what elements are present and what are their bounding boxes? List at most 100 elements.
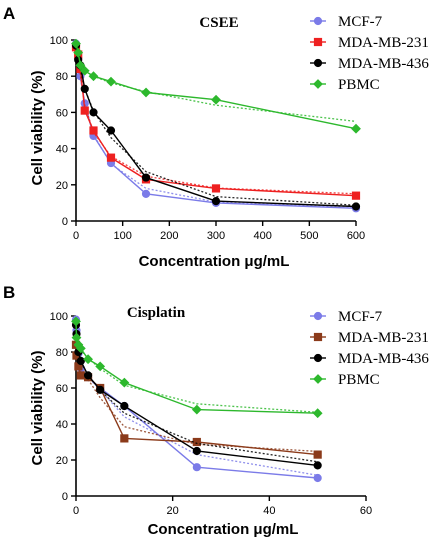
panel-b-point-mda-mb-436	[83, 371, 93, 380]
panel-a-x-tick-label: 400	[253, 230, 271, 242]
panel-a-point-pbmc	[79, 65, 90, 76]
panel-a-y-tick-label: 20	[56, 180, 68, 192]
panel-b-point-mda-mb-436	[96, 385, 105, 394]
panel-a-y-tick-label: 80	[56, 71, 68, 83]
panel-b-y-tick-label: 60	[56, 383, 68, 395]
panel-a-legend-marker	[313, 79, 323, 89]
panel-a-point-mda-mb-436	[89, 108, 98, 117]
panel-b-point-pbmc	[312, 408, 323, 419]
panel-a-point-mda-mb-436	[106, 126, 116, 135]
panel-b-x-tick-label: 0	[73, 505, 79, 517]
panel-b-legend-marker	[313, 311, 323, 321]
panel-b-point-mcf-7	[192, 463, 201, 472]
panel-b-x-tick-label: 40	[263, 505, 275, 517]
panel-b-point-mda-mb-231	[76, 371, 85, 380]
panel-b-legend-marker	[313, 353, 323, 363]
panel-b-legend-marker	[313, 332, 323, 342]
panel-a-point-pbmc	[211, 94, 221, 105]
panel-b-y-tick-label: 100	[50, 311, 68, 323]
panel-b-point-pbmc	[191, 404, 202, 415]
panel-b-legend-label: PBMC	[338, 372, 380, 388]
panel-b-ylabel: Cell viability (%)	[29, 350, 46, 465]
panel-a-legend-label: MDA-MB-436	[338, 56, 429, 72]
panel-a-point-mda-mb-231	[80, 106, 89, 115]
panel-a-x-tick-label: 100	[113, 230, 131, 242]
panel-b-point-mcf-7	[313, 473, 322, 483]
panel-b-letter: B	[3, 283, 15, 302]
panel-b-legend-marker	[313, 374, 323, 384]
panel-a-point-pbmc	[141, 87, 151, 98]
panel-a-point-mda-mb-231	[211, 184, 221, 193]
panel-b-plot: 0 20 40 60 80 100 0 20 40 60 MCF-7 MDA-MB-231 MDA-MB…	[50, 309, 430, 517]
panel-a-legend-marker	[313, 58, 323, 68]
panel-b-y-tick-label: 40	[56, 419, 68, 431]
panel-b-point-mda-mb-231	[192, 437, 201, 447]
panel-b-y-tick-label: 80	[56, 347, 68, 359]
panel-a-point-pbmc	[71, 38, 81, 49]
panel-a-xlabel: Concentration μg/mL	[139, 253, 290, 270]
panel-a-plot: 0 20 40 60 80 100 0 100 200 300 400 500 600 MCF-7 MDA-…	[50, 14, 430, 242]
panel-a-y-tick-label: 0	[62, 216, 68, 228]
panel-a-point-mda-mb-436	[80, 84, 89, 93]
panel-a-point-mda-mb-436	[211, 196, 221, 206]
panel-a-fit-mda-mb-231	[75, 48, 357, 195]
panel-b-xlabel: Concentration μg/mL	[148, 521, 299, 538]
panel-a-point-mcf-7	[141, 189, 151, 198]
panel-a-point-mda-mb-436	[351, 202, 361, 211]
panel-b-line-pbmc	[75, 321, 318, 414]
panel-b-point-pbmc	[119, 377, 130, 388]
panel-a-line-mda-mb-436	[75, 45, 357, 208]
panel-b-title: Cisplatin	[127, 305, 186, 321]
panel-a-point-mda-mb-231	[106, 153, 116, 162]
panel-a-point-pbmc	[73, 47, 84, 58]
panel-a-legend-label: PBMC	[338, 77, 380, 93]
panel-a-point-pbmc	[88, 71, 99, 82]
panel-a-x-tick-label: 0	[73, 230, 79, 242]
panel-b-x-tick-label: 60	[360, 505, 372, 517]
panel-b-y-tick-label: 20	[56, 455, 68, 467]
panel-b-point-mda-mb-231	[120, 434, 129, 443]
panel-b-point-mda-mb-231	[313, 450, 322, 459]
panel-a-point-mda-mb-231	[89, 126, 98, 135]
panel-b-fit-pbmc	[75, 325, 318, 413]
panel-b-legend-label: MDA-MB-231	[338, 330, 429, 346]
panel-b-point-mda-mb-436	[192, 446, 201, 456]
panel-b-point-pbmc	[95, 361, 106, 372]
panel-b-point-pbmc	[75, 343, 86, 354]
panel-a-point-pbmc	[75, 60, 86, 71]
panel-b-legend-label: MCF-7	[338, 309, 383, 325]
panel-a-point-mda-mb-436	[141, 173, 151, 182]
panel-a-x-tick-label: 500	[300, 230, 318, 242]
panel-a-y-tick-label: 60	[56, 107, 68, 119]
panel-a-legend-label: MDA-MB-231	[338, 35, 429, 51]
panel-a-point-mda-mb-231	[351, 191, 361, 200]
panel-a-legend-marker	[313, 16, 323, 26]
panel-b-point-mda-mb-436	[76, 356, 85, 366]
panel-a-title: CSEE	[199, 15, 238, 31]
panel-b-point-mda-mb-436	[120, 401, 129, 411]
panel-a-point-pbmc	[106, 76, 116, 87]
panel-b-point-pbmc	[71, 332, 82, 343]
panel-b-fit-mda-mb-231	[75, 347, 318, 453]
panel-a-x-tick-label: 200	[160, 230, 178, 242]
panel-b-y-tick-label: 0	[62, 491, 68, 503]
panel-a-point-pbmc	[351, 123, 361, 134]
panel-a-fit-mda-mb-436	[75, 48, 357, 206]
panel-a-y-tick-label: 100	[50, 35, 68, 47]
panel-a-x-tick-label: 300	[207, 230, 225, 242]
panel-a-legend-marker	[313, 37, 323, 47]
panel-b-point-mda-mb-436	[313, 461, 322, 470]
panel-a-line-mda-mb-231	[75, 46, 357, 197]
panel-a-legend-label: MCF-7	[338, 14, 383, 30]
panel-a-ylabel: Cell viability (%)	[29, 70, 46, 185]
panel-a-y-tick-label: 40	[56, 144, 68, 156]
panel-a-letter: A	[3, 4, 15, 23]
panel-b-x-tick-label: 20	[167, 505, 179, 517]
panel-a-x-tick-label: 600	[347, 230, 365, 242]
panel-b-legend-label: MDA-MB-436	[338, 351, 429, 367]
panel-a-fit-mcf-7	[75, 47, 357, 208]
panel-b-point-pbmc	[83, 354, 93, 365]
panel-b-point-pbmc	[71, 316, 81, 327]
panel-a-line-mcf-7	[75, 43, 357, 209]
